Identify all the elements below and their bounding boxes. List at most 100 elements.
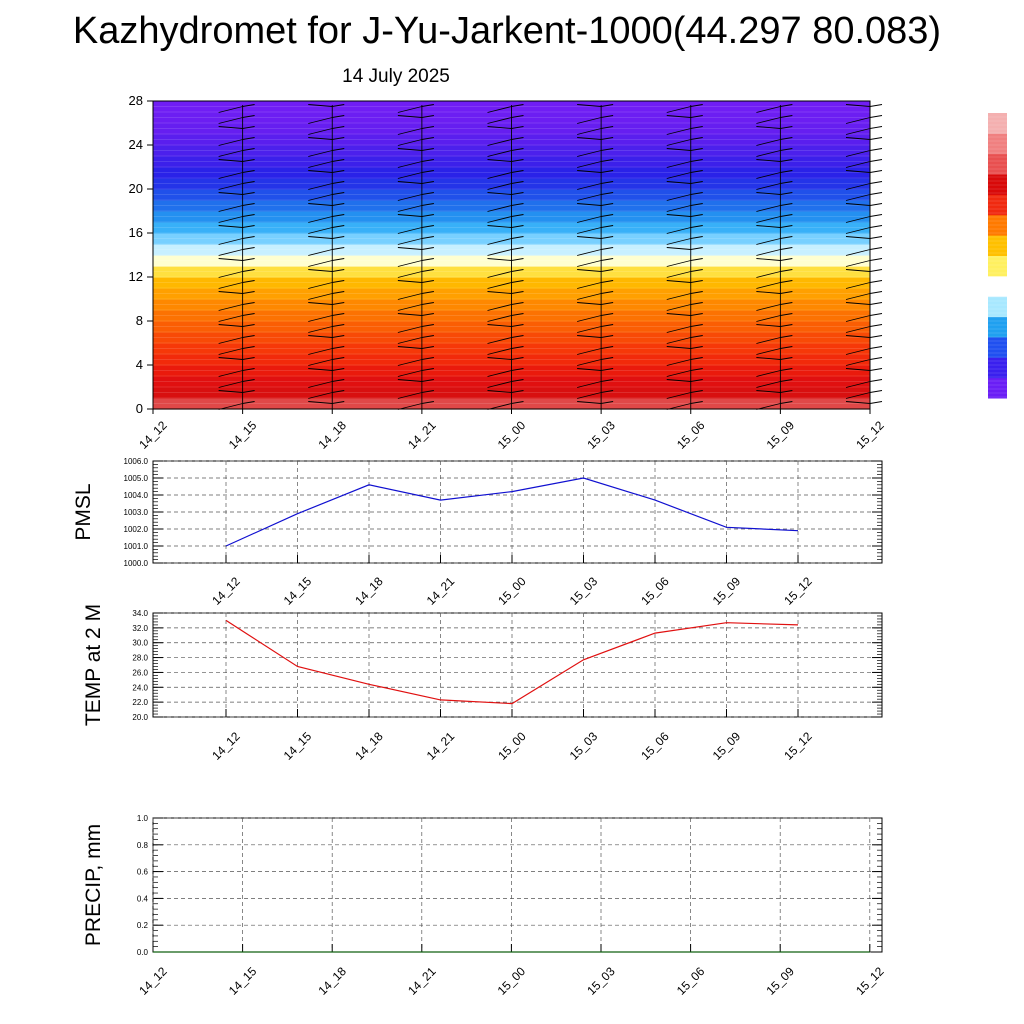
wind-barb <box>780 379 793 382</box>
temp-y-tick-label: 22.0 <box>132 698 148 707</box>
temp-x-tick-label: 14_18 <box>352 729 386 763</box>
x-tick-label: 15_03 <box>584 418 618 452</box>
wind-barb-column-15_12 <box>845 104 883 409</box>
wind-barb <box>666 247 691 250</box>
wind-barb <box>577 203 602 206</box>
wind-barb <box>487 117 512 124</box>
wind-barb <box>308 150 333 157</box>
wind-barb <box>869 368 883 371</box>
wind-barb <box>780 214 793 217</box>
wind-barb <box>332 291 345 294</box>
wind-barb <box>780 236 793 239</box>
wind-barb <box>756 150 781 157</box>
wind-barb <box>397 346 422 349</box>
wind-barb <box>690 104 703 107</box>
wind-barb <box>218 324 243 327</box>
wind-barb <box>845 161 871 168</box>
wind-barb <box>690 137 703 140</box>
wind-barb <box>780 324 793 327</box>
wind-barb <box>308 348 333 355</box>
wind-barb <box>308 170 333 173</box>
wind-barb <box>690 379 703 382</box>
wind-barb <box>690 159 703 162</box>
colorbar-swatch <box>988 377 1007 399</box>
wind-barb <box>511 247 524 250</box>
wind-barb <box>756 139 781 146</box>
wind-barb <box>511 214 524 217</box>
wind-barb <box>756 183 781 190</box>
wind-barb <box>218 238 243 245</box>
wind-barb <box>242 104 255 107</box>
wind-barb <box>690 390 703 393</box>
wind-barb <box>577 150 602 157</box>
wind-barb <box>308 315 333 322</box>
wind-barb <box>421 225 434 228</box>
wind-barb <box>756 249 781 256</box>
wind-barb <box>601 313 614 316</box>
wind-barb <box>242 379 255 382</box>
wind-barb <box>421 258 434 261</box>
wind-barb <box>869 236 883 239</box>
wind-barb <box>869 104 883 107</box>
wind-barb <box>666 346 691 349</box>
wind-barb <box>666 214 691 217</box>
wind-barb <box>601 379 614 382</box>
colorbar-swatch <box>988 194 1007 216</box>
wind-barb <box>242 192 255 195</box>
wind-barb <box>511 302 524 305</box>
wind-barb <box>780 137 793 140</box>
precip-x-tick-label: 14_12 <box>136 964 170 998</box>
wind-barb <box>845 282 871 289</box>
wind-barb <box>332 148 345 151</box>
wind-barb <box>666 205 691 212</box>
pmsl-y-tick-label: 1005.0 <box>124 474 149 483</box>
wind-barb <box>397 247 422 250</box>
wind-barb <box>511 225 524 228</box>
wind-barb <box>242 126 255 129</box>
wind-barb <box>756 192 781 195</box>
pmsl-x-tick-label: 15_06 <box>638 574 672 608</box>
wind-barb <box>577 260 602 267</box>
wind-barb <box>397 238 422 245</box>
wind-barb <box>845 348 871 355</box>
wind-barb-column-15_03 <box>577 104 614 409</box>
wind-barb <box>511 379 524 382</box>
wind-barb <box>308 326 333 333</box>
wind-barb <box>308 381 333 388</box>
wind-barb <box>756 348 781 355</box>
wind-barb <box>308 368 333 371</box>
wind-barb <box>487 150 512 157</box>
wind-barb <box>666 392 691 399</box>
wind-barb <box>242 159 255 162</box>
wind-barb <box>845 137 871 140</box>
wind-barb <box>756 216 781 223</box>
wind-barb <box>308 359 333 366</box>
wind-barb <box>756 238 781 245</box>
wind-barb <box>397 128 422 135</box>
wind-barb <box>397 139 422 146</box>
wind-barb <box>421 170 434 173</box>
pmsl-x-tick-label: 14_21 <box>424 574 458 608</box>
precip-x-tick-label: 15_03 <box>584 964 618 998</box>
wind-barb <box>780 126 793 129</box>
wind-barb <box>577 194 602 201</box>
wind-barb <box>487 282 512 289</box>
wind-barb <box>332 357 345 360</box>
wind-barb <box>421 203 434 206</box>
y-tick-label: 0 <box>136 401 143 416</box>
wind-barb <box>577 117 602 124</box>
wind-barb <box>666 128 691 135</box>
wind-barb <box>845 216 871 223</box>
wind-barbs <box>218 104 883 410</box>
wind-barb <box>869 225 883 228</box>
wind-barb <box>332 104 345 107</box>
wind-barb <box>690 335 703 338</box>
wind-barb <box>869 291 883 294</box>
wind-barb <box>421 247 434 250</box>
x-tick-label: 15_12 <box>853 418 887 452</box>
wind-barb <box>845 170 871 173</box>
wind-barb <box>601 137 614 140</box>
wind-barb <box>577 359 602 366</box>
wind-barb <box>421 346 434 349</box>
precip-x-tick-label: 15_12 <box>853 964 887 998</box>
